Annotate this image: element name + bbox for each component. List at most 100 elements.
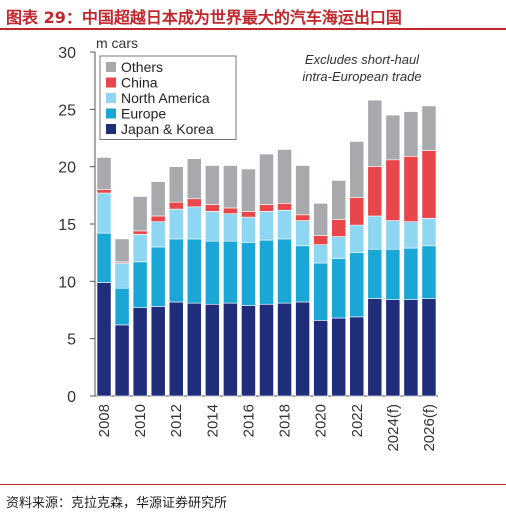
bar-segment-europe [277, 238, 292, 304]
bar-segment-japan-korea [331, 317, 347, 397]
y-tick-label: 0 [67, 389, 76, 406]
bar-segment-europe [295, 245, 310, 303]
bar-segment-japan-korea [186, 302, 202, 397]
title-divider [0, 28, 506, 30]
bar-segment-europe [367, 248, 383, 299]
bar-segment-others [96, 157, 112, 190]
bar-segment-others [403, 111, 419, 157]
x-tick-label: 2014 [204, 404, 221, 437]
bar-segment-japan-korea [403, 299, 419, 397]
bar-segment-europe [313, 262, 328, 321]
bar-segment-north-america [367, 215, 383, 250]
bar-segment-others [313, 203, 328, 236]
bar-segment-north-america [241, 216, 256, 243]
bar-segment-europe [186, 238, 202, 304]
x-tick-label: 2012 [168, 404, 185, 437]
bar-segment-china [259, 204, 274, 212]
bar-segment-north-america [96, 192, 112, 234]
bar-segment-china [223, 207, 238, 214]
bar-segment-europe [403, 247, 419, 300]
bar-segment-others [259, 153, 274, 205]
bar-segment-china [331, 219, 347, 237]
bar-segment-others [331, 180, 347, 220]
bar-segment-others [186, 158, 202, 200]
y-tick-label: 30 [58, 45, 76, 62]
bar-segment-china [385, 159, 401, 221]
bar-segment-japan-korea [168, 301, 184, 397]
bar-segment-china [132, 230, 148, 235]
stacked-bar-chart: 0 5 10 15 20 25 30 2008 2010 2012 2014 2016 2018 202… [58, 35, 438, 452]
legend-swatch [106, 62, 116, 72]
bar-segment-japan-korea [205, 303, 220, 397]
bar-segment-europe [168, 238, 184, 303]
bar-segment-china [403, 156, 419, 223]
legend-swatch [106, 124, 116, 134]
bar-segment-china [313, 235, 328, 245]
bar-segment-others [132, 196, 148, 232]
bar-segment-others [205, 165, 220, 205]
bar-segment-north-america [114, 262, 130, 289]
x-tick-label: 2010 [132, 404, 149, 437]
bar-segment-others [150, 181, 166, 217]
bar-segment-europe [223, 240, 238, 304]
x-tick-label: 2008 [96, 404, 113, 437]
y-tick-label: 15 [58, 217, 76, 234]
bar-segment-china [96, 189, 112, 194]
bar-segment-china [295, 214, 310, 221]
bar-segment-north-america [186, 206, 202, 240]
bar-segment-japan-korea [150, 306, 166, 397]
bar-segment-north-america [385, 220, 401, 250]
legend-box [99, 55, 237, 140]
bar-segment-north-america [403, 221, 419, 249]
x-tick-label: 2020 [313, 404, 330, 437]
bar-segment-china [168, 201, 184, 210]
bar-segment-others [114, 238, 130, 263]
legend-label: Europe [121, 106, 166, 122]
bar-segment-japan-korea [241, 305, 256, 397]
bar-segment-europe [132, 261, 148, 309]
x-tick-label: 2016 [240, 404, 257, 437]
bar-segment-others [223, 165, 238, 209]
bar-segment-japan-korea [259, 303, 274, 397]
bar-segment-japan-korea [223, 302, 238, 397]
bar-segment-north-america [132, 234, 148, 263]
bar-segment-china [205, 204, 220, 212]
annotation-line-1: Excludes short-haul [305, 52, 420, 67]
legend-swatch [106, 77, 116, 88]
bar-segment-china [241, 211, 256, 218]
bar-segment-others [367, 99, 383, 167]
bar-segment-europe [96, 232, 112, 283]
y-tick-label: 5 [67, 332, 76, 349]
bar-segment-north-america [421, 217, 437, 247]
bar-segment-others [421, 105, 437, 151]
bar-segment-china [150, 215, 166, 223]
bar-segment-europe [331, 258, 347, 319]
bar-segment-north-america [349, 224, 365, 253]
bar-segment-china [421, 150, 437, 219]
bar-segment-japan-korea [132, 307, 148, 397]
source-note: 资料来源：克拉克森，华源证券研究所 [6, 496, 228, 511]
bar-segment-others [349, 141, 365, 198]
figure-title: 图表 29：中国超越日本成为世界最大的汽车海运出口国 [6, 8, 402, 27]
y-axis: 0 5 10 15 20 25 30 [58, 45, 96, 406]
bar-segment-others [385, 114, 401, 161]
x-axis: 2008 2010 2012 2014 2016 2018 2020 2022 2024(f) 2… [95, 395, 438, 452]
bar-segment-europe [205, 240, 220, 305]
bar-segment-europe [421, 245, 437, 299]
bar-segment-china [277, 203, 292, 211]
legend-label: North America [121, 90, 210, 106]
legend-label: Japan & Korea [121, 121, 214, 137]
bar-segment-others [277, 149, 292, 204]
bar-segment-europe [114, 287, 130, 326]
bar-segment-europe [150, 246, 166, 307]
bar-segment-china [349, 197, 365, 226]
bar-segment-japan-korea [313, 320, 328, 397]
bar-segment-japan-korea [385, 299, 401, 397]
y-tick-label: 20 [58, 160, 76, 177]
bar-segment-north-america [277, 209, 292, 240]
bar-segment-north-america [331, 236, 347, 259]
annotation-line-2: intra-European trade [302, 69, 421, 84]
bar-segment-north-america [150, 221, 166, 248]
bar-segment-north-america [313, 244, 328, 264]
